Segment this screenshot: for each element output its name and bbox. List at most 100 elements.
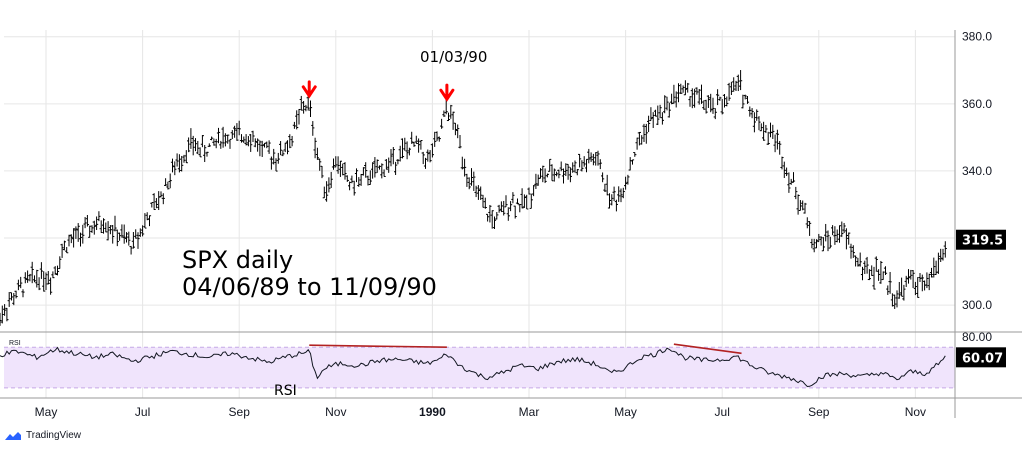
price-bar [430, 143, 434, 158]
price-bar [865, 256, 869, 274]
peak-arrow-icon [439, 83, 455, 102]
price-bar [21, 289, 25, 298]
price-bar [322, 186, 326, 199]
price-bar [49, 277, 53, 295]
price-bar [136, 232, 140, 249]
price-bar [283, 142, 287, 153]
price-bar [711, 97, 715, 114]
price-bar [154, 198, 158, 209]
price-bar [649, 107, 653, 122]
price-bar [145, 212, 149, 221]
rsi-last-value: 60.07 [962, 351, 1003, 366]
price-bar [258, 140, 262, 157]
price-bar [249, 134, 253, 152]
price-bar [446, 112, 451, 122]
price-bar [867, 269, 871, 281]
price-bar [527, 187, 531, 195]
price-bar [548, 158, 552, 172]
price-bar [417, 138, 421, 153]
axis-layer: 380.0 360.0 340.0 300.0 319.5 80.00 60.07 May Ju… [0, 30, 1022, 419]
price-bar [589, 152, 593, 162]
price-bar [299, 95, 303, 111]
price-bar [499, 201, 503, 213]
price-bar [847, 232, 851, 245]
price-bar [458, 135, 462, 149]
price-bar [106, 221, 110, 241]
price-bar [267, 140, 271, 154]
price-bar [840, 221, 844, 237]
price-bar [62, 240, 66, 251]
price-bar [676, 83, 681, 103]
price-bar [941, 248, 945, 261]
price-bar [69, 234, 73, 244]
price-bar [336, 156, 340, 174]
price-bar [373, 157, 377, 178]
price-bar [943, 241, 947, 258]
price-bar [720, 98, 724, 115]
price-bar [794, 186, 798, 200]
price-bar [315, 147, 319, 160]
price-bar [469, 168, 474, 186]
price-bar [695, 87, 699, 95]
price-bar [230, 130, 234, 140]
price-bar [272, 148, 276, 165]
price-bar [421, 151, 425, 165]
price-bar [511, 192, 515, 204]
price-bar [513, 205, 517, 219]
price-bar [582, 156, 586, 167]
price-bar [782, 161, 786, 179]
price-bar [791, 172, 796, 183]
price-bar [640, 135, 644, 145]
price-bar [538, 168, 543, 179]
price-bar [564, 163, 568, 177]
price-bar [704, 99, 708, 114]
price-bar [0, 312, 2, 326]
price-bar [681, 85, 685, 93]
price-bar [32, 275, 37, 283]
x-tick-label: May [35, 405, 58, 419]
price-bar [444, 98, 448, 115]
price-bar [486, 213, 490, 222]
price-bar [187, 137, 191, 153]
price-bar [313, 137, 317, 159]
price-bar [331, 158, 336, 170]
price-bar [872, 266, 876, 290]
price-bar [191, 135, 195, 156]
rsi-divergence-line [673, 343, 742, 355]
price-bar [750, 108, 754, 119]
price-bar [412, 141, 416, 147]
price-bar [594, 152, 598, 166]
price-bar [900, 277, 904, 297]
price-bar [851, 245, 855, 258]
price-bar [141, 225, 145, 237]
price-bar [101, 218, 106, 234]
price-bar [159, 191, 163, 198]
price-bar [801, 200, 805, 211]
price-bar [913, 281, 917, 296]
price-bar [580, 160, 584, 172]
price-bar [122, 224, 126, 244]
rsi-pane-label: RSI [9, 340, 21, 347]
price-bar [311, 121, 315, 136]
price-bar [426, 149, 430, 162]
price-bar [785, 167, 789, 177]
rsi-label: RSI [274, 383, 297, 399]
price-bar [614, 199, 618, 212]
price-bar [203, 145, 207, 163]
price-bar [552, 168, 556, 182]
price-bar [775, 129, 779, 150]
peak-arrow-icon [301, 80, 317, 99]
price-bar [419, 140, 423, 150]
price-bar [598, 159, 602, 170]
price-bar [837, 225, 842, 243]
price-bar [113, 215, 117, 232]
price-bar [348, 181, 352, 191]
price-bar [637, 131, 641, 146]
price-bar [391, 147, 395, 165]
price-bar [607, 193, 612, 209]
price-bar [375, 159, 379, 173]
tradingview-brand[interactable]: TradingView [4, 430, 81, 441]
price-bar [755, 109, 759, 121]
price-bar [690, 88, 694, 109]
price-bar [205, 151, 209, 157]
